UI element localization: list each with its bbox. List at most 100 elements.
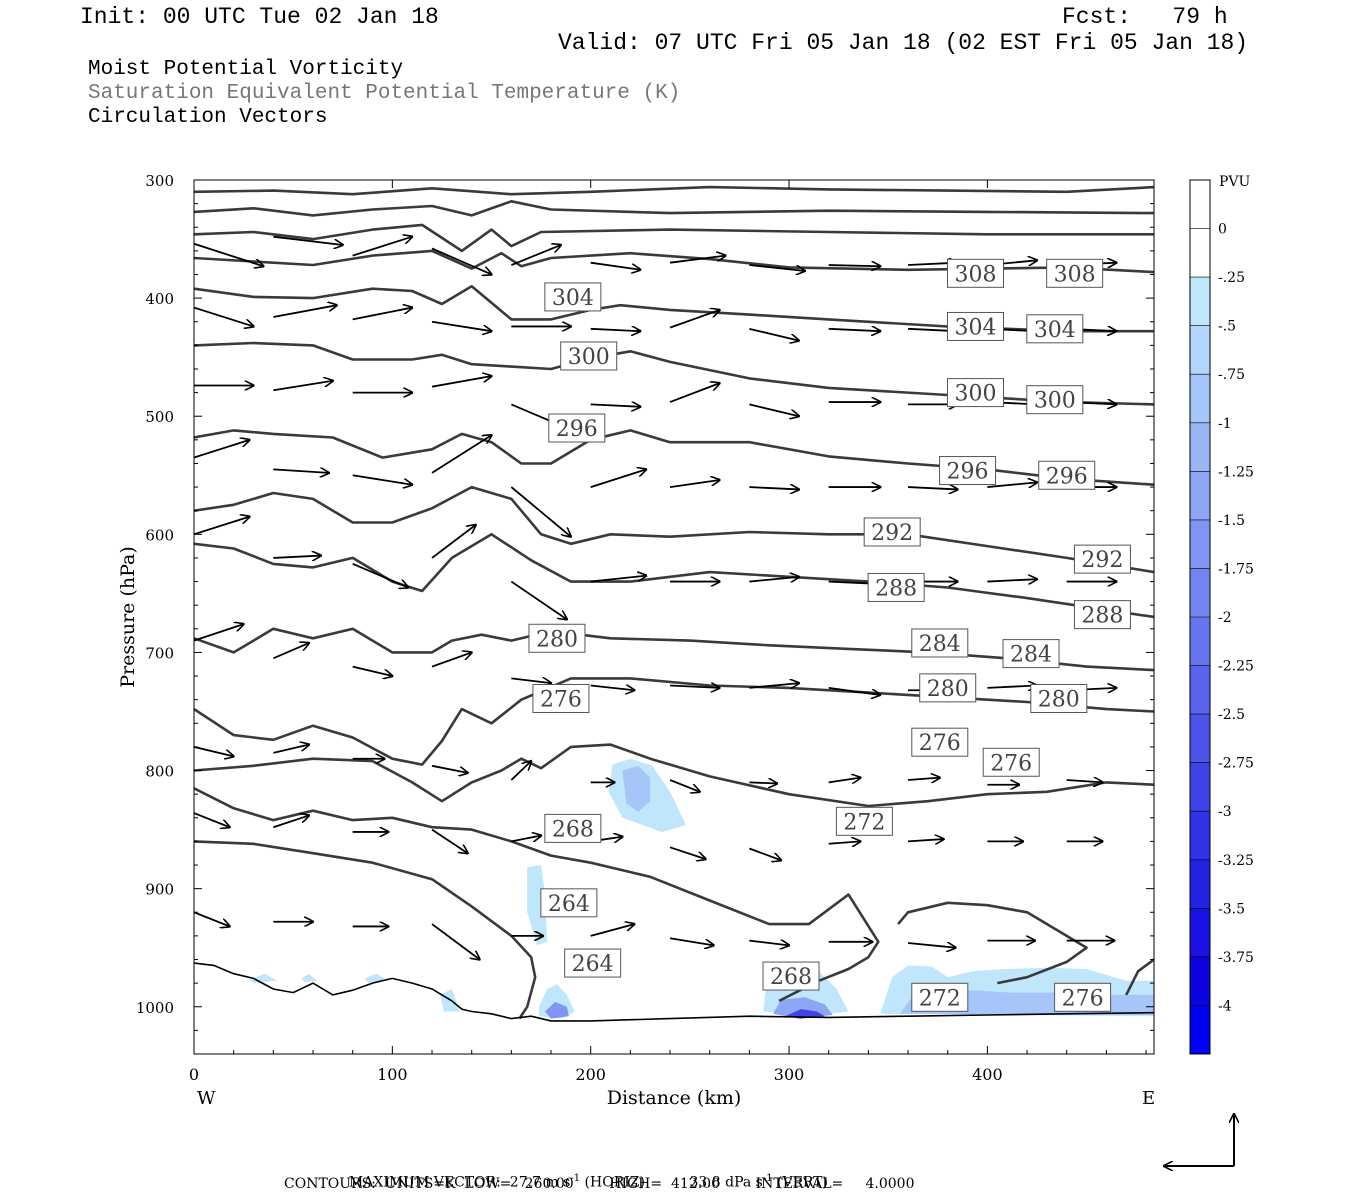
circulation-vector [987,482,1037,487]
colorbar-label: -3.5 [1218,901,1245,917]
field-title-thetaes: Saturation Equivalent Potential Temperat… [88,82,681,105]
contour-label: 300 [946,378,1004,408]
circulation-vector [352,308,413,321]
contour-label: 304 [544,282,602,312]
colorbar-label: -2.5 [1218,707,1245,723]
circulation-vector [431,376,492,388]
y-tick-label: 900 [145,881,174,899]
y-tick-label: 400 [145,290,174,308]
contour-label-text: 304 [552,286,594,311]
contour-label: 280 [528,623,586,653]
colorbar-swatch [1190,714,1210,764]
circulation-vector [908,487,958,489]
contour-line [194,341,1154,406]
circulation-vector [828,329,881,331]
circulation-vector [510,761,531,781]
contour-label-text: 284 [1010,643,1052,668]
colorbar-label: -.5 [1218,319,1236,335]
contour-label-text: 268 [770,965,812,990]
theta-es-contours [194,185,1154,1020]
contour-label-text: 296 [556,417,598,442]
contour-label-text: 280 [1038,687,1080,712]
contour-label-box [946,378,1004,408]
circulation-vector [749,264,805,271]
contour-label-box [532,683,590,713]
contour-label: 272 [835,806,893,836]
circulation-vector [828,778,861,783]
circulation-vector [828,265,881,266]
contour-label-text: 276 [540,687,582,712]
circulation-vector [669,779,700,792]
circulation-vector [431,525,476,559]
colorbar-swatch [1190,519,1210,569]
contour-line [194,429,1154,486]
contour-line [194,285,1154,333]
colorbar-label: -4 [1218,998,1232,1014]
forecast-hour: Fcst: 79 h [1062,4,1228,30]
contour-label-text: 304 [1034,318,1076,343]
contour-label-text: 276 [1062,986,1104,1011]
circulation-vector [669,937,714,945]
contour-label: 268 [544,813,602,843]
circulation-vector [431,652,472,668]
contour-line [194,743,1154,808]
circulation-vector [987,686,1037,688]
contour-label-box [1038,460,1096,490]
colorbar-label: -2.75 [1218,756,1254,772]
contour-label-text: 272 [843,810,885,835]
east-label: E [1142,1088,1155,1109]
contour-label: 288 [867,572,925,602]
x-axis-label: Distance (km) [607,1087,742,1109]
max-vector-info: MAXIMUM VECTOR: 27.7 m s-1 (HORIZ) 33.8 … [340,1157,828,1191]
circulation-vector [749,782,777,783]
contour-line [194,249,1154,274]
circulation-vector [352,563,409,588]
colorbar-swatch [1190,422,1210,472]
x-tick-label: 200 [575,1065,606,1084]
max-vert-tag: (VERT) [777,1174,828,1191]
valid-time: Valid: 07 UTC Fri 05 Jan 18 (02 EST Fri … [558,30,1249,56]
colorbar-label: -2 [1218,610,1232,626]
contour-label-box [911,727,969,757]
contour-label: 272 [911,982,969,1012]
contour-label-box [835,806,893,836]
circulation-vector [352,237,413,257]
contour-label-text: 264 [548,892,590,917]
colorbar-label: -1.75 [1218,561,1254,577]
colorbar-swatch [1190,908,1210,958]
colorbar-label: -1.5 [1218,513,1245,529]
x-tick-label: 300 [774,1065,805,1084]
contour-label-box [1030,683,1088,713]
contour-label: 276 [532,683,590,713]
contour-label: 264 [564,948,622,978]
max-vert-units: dPa s [725,1174,763,1191]
contour-label: 292 [863,517,921,547]
init-time: Init: 00 UTC Tue 02 Jan 18 [80,4,439,30]
colorbar-swatch [1190,762,1210,812]
contour-label: 268 [762,961,820,991]
contour-label: 284 [1002,639,1060,669]
circulation-vector [749,327,799,341]
contour-label-text: 296 [1046,464,1088,489]
contour-label-box [528,623,586,653]
contour-label: 292 [1073,544,1131,574]
circulation-vector [273,745,309,754]
circulation-vector [669,846,706,859]
contour-label-box [544,282,602,312]
colorbar-label: -3.75 [1218,950,1254,966]
circulation-vector [273,235,342,245]
contour-label-text: 308 [954,262,996,287]
colorbar-swatch [1190,568,1210,618]
circulation-vector [511,245,561,266]
circulation-vector [749,941,789,946]
circulation-vector [194,306,254,327]
circulation-vector [194,812,230,827]
circulation-vector [431,247,492,275]
contour-label-box [1046,258,1104,288]
contour-label: 296 [1038,460,1096,490]
contour-label: 264 [540,888,598,918]
contour-label-text: 272 [919,986,961,1011]
contour-label-text: 264 [572,952,614,977]
contour-label-text: 292 [1081,548,1123,573]
